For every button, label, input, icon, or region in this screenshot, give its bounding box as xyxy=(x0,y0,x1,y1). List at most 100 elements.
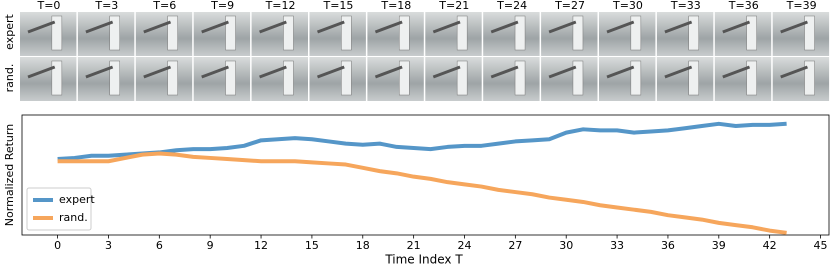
arm-link xyxy=(722,20,751,34)
arm-link xyxy=(780,20,808,34)
robot-arm xyxy=(167,15,178,51)
frame-label: T=6 xyxy=(152,0,176,12)
data-line xyxy=(57,151,787,235)
frame-label: T=18 xyxy=(380,0,411,12)
x-axis-label: Time Index T xyxy=(384,253,463,267)
arm-link xyxy=(374,65,403,79)
legend-label: rand. xyxy=(59,211,88,224)
frame-image xyxy=(20,57,77,101)
frame-label: T=21 xyxy=(438,0,469,12)
arm-link xyxy=(432,65,461,79)
robot-arm xyxy=(514,15,526,51)
frame-image xyxy=(309,57,366,101)
frame-image xyxy=(367,57,424,101)
frame-label: T=3 xyxy=(94,0,118,12)
arm-link xyxy=(432,20,461,34)
robot-arm xyxy=(167,60,178,96)
x-tick-label: 24 xyxy=(457,239,471,252)
arm-link xyxy=(143,65,172,79)
x-tick-label: 30 xyxy=(559,239,573,252)
robot-arm xyxy=(51,15,63,51)
arm-link xyxy=(201,65,229,79)
x-tick-label: 9 xyxy=(207,239,214,252)
arm-link xyxy=(143,20,172,34)
arm-link xyxy=(606,65,635,79)
data-line xyxy=(57,121,787,162)
frame-image xyxy=(425,12,482,56)
y-axis-label: Normalized Return xyxy=(3,124,16,226)
arm-link xyxy=(606,20,635,34)
x-tick-label: 0 xyxy=(54,239,61,252)
x-tick-label: 18 xyxy=(356,239,370,252)
frame-image xyxy=(20,12,77,56)
frame-image xyxy=(425,57,482,101)
robot-arm xyxy=(804,60,815,96)
robot-arm xyxy=(398,60,410,96)
robot-arm xyxy=(456,15,468,51)
arm-link xyxy=(27,65,56,79)
x-tick-label: 36 xyxy=(661,239,675,252)
arm-link xyxy=(85,20,114,34)
arm-link xyxy=(780,65,808,79)
frame-image xyxy=(77,57,135,101)
robot-arm xyxy=(630,60,642,96)
x-tick-label: 27 xyxy=(508,239,522,252)
x-tick-label: 42 xyxy=(763,239,777,252)
arm-link xyxy=(490,20,519,34)
frame-image xyxy=(367,12,424,56)
frame-label: T=27 xyxy=(554,0,585,12)
arm-link xyxy=(722,65,751,79)
robot-arm xyxy=(341,15,352,51)
frame-image xyxy=(483,12,540,56)
arm-link xyxy=(259,65,287,79)
frame-label: T=36 xyxy=(728,0,759,12)
frame-image xyxy=(772,12,830,56)
x-tick-label: 33 xyxy=(610,239,624,252)
arm-link xyxy=(316,65,345,79)
robot-arm xyxy=(225,60,236,96)
arm-link xyxy=(201,20,229,34)
robot-arm xyxy=(630,15,642,51)
arm-link xyxy=(374,20,403,34)
frame-label: T=30 xyxy=(612,0,643,12)
robot-arm xyxy=(398,15,410,51)
x-tick-label: 6 xyxy=(156,239,163,252)
x-tick-label: 45 xyxy=(814,239,828,252)
frame-image xyxy=(135,12,193,56)
arm-link xyxy=(259,20,287,34)
frame-image xyxy=(251,57,308,101)
arm-link xyxy=(85,65,114,79)
frame-image xyxy=(483,57,540,101)
row-label: expert xyxy=(3,13,16,49)
frame-image xyxy=(714,57,772,101)
legend-label: expert xyxy=(59,193,95,206)
robot-arm xyxy=(225,15,236,51)
frame-image xyxy=(193,12,251,56)
robot-arm xyxy=(283,60,294,96)
robot-arm xyxy=(341,60,352,96)
x-tick-label: 3 xyxy=(105,239,112,252)
robot-arm xyxy=(572,60,584,96)
robot-arm xyxy=(572,15,584,51)
arm-link xyxy=(548,20,577,34)
robot-arm xyxy=(283,15,294,51)
arm-link xyxy=(548,65,577,79)
x-tick-label: 12 xyxy=(254,239,268,252)
frame-image xyxy=(309,12,366,56)
frame-label: T=39 xyxy=(786,0,817,12)
robot-arm xyxy=(688,60,699,96)
frame-image xyxy=(135,57,193,101)
robot-arm xyxy=(109,15,120,51)
plot-frame xyxy=(21,114,830,236)
frame-image xyxy=(77,12,135,56)
x-tick-label: 39 xyxy=(712,239,726,252)
frame-image xyxy=(772,57,830,101)
row-label: rand. xyxy=(3,64,16,93)
arm-link xyxy=(490,65,519,79)
robot-arm xyxy=(514,60,526,96)
frame-image xyxy=(656,12,714,56)
frame-image xyxy=(541,12,598,56)
frame-label: T=15 xyxy=(322,0,353,12)
arm-link xyxy=(664,20,693,34)
